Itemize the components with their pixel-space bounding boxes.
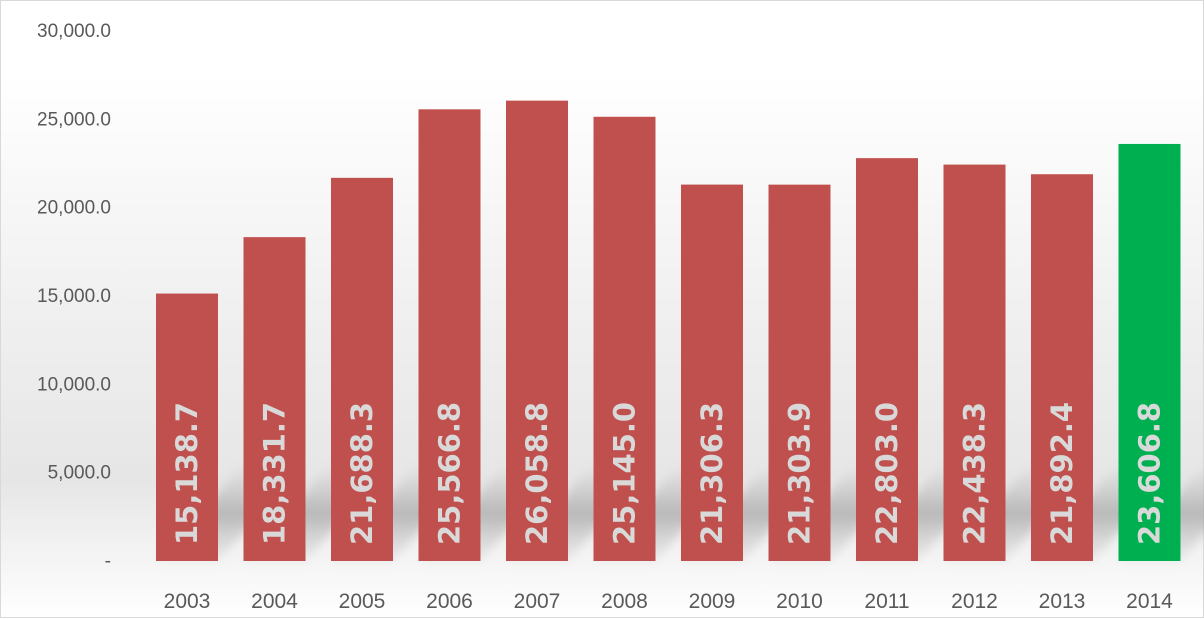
data-label-2003: 15,138.7 xyxy=(170,402,204,545)
x-tick-label: 2008 xyxy=(601,590,648,613)
x-tick-label: 2007 xyxy=(514,590,561,613)
x-tick-label: 2004 xyxy=(251,590,298,613)
data-label-2006: 25,566.8 xyxy=(433,402,467,545)
x-tick-label: 2011 xyxy=(864,590,909,613)
data-label-2012: 22,438.3 xyxy=(958,402,992,545)
data-label-2010: 21,303.9 xyxy=(783,402,817,545)
x-tick-label: 2014 xyxy=(1126,590,1173,613)
y-tick-label: 15,000.0 xyxy=(37,286,111,307)
x-tick-label: 2010 xyxy=(776,590,823,613)
data-label-2011: 22,803.0 xyxy=(870,402,904,545)
data-label-2014: 23,606.8 xyxy=(1133,402,1167,545)
y-tick-label: - xyxy=(105,551,111,572)
y-tick-label: 5,000.0 xyxy=(48,463,111,484)
y-tick-label: 20,000.0 xyxy=(37,198,111,219)
data-label-2004: 18,331.7 xyxy=(258,402,292,545)
y-tick-label: 10,000.0 xyxy=(37,374,111,395)
y-tick-label: 25,000.0 xyxy=(37,109,111,130)
x-tick-label: 2005 xyxy=(339,590,386,613)
x-tick-label: 2012 xyxy=(951,590,998,613)
x-tick-label: 2009 xyxy=(689,590,736,613)
data-label-2009: 21,306.3 xyxy=(695,402,729,545)
x-tick-label: 2006 xyxy=(426,590,473,613)
y-tick-label: 30,000.0 xyxy=(37,21,111,42)
x-tick-label: 2003 xyxy=(164,590,211,613)
x-axis-tick-labels: 2003 2004 2005 2006 2007 2008 2009 2010 2011 2012… xyxy=(164,590,1174,613)
data-label-2008: 25,145.0 xyxy=(608,402,642,545)
data-label-2005: 21,688.3 xyxy=(345,402,379,545)
x-tick-label: 2013 xyxy=(1039,590,1086,613)
data-label-2007: 26,058.8 xyxy=(520,402,554,545)
y-axis-tick-labels: - 5,000.0 10,000.0 15,000.0 20,000.0 25,000.0… xyxy=(37,21,111,572)
data-label-2013: 21,892.4 xyxy=(1045,402,1079,545)
